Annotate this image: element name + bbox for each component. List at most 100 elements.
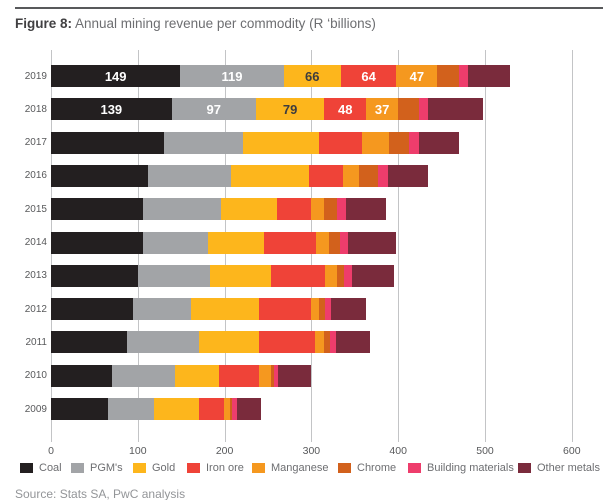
bar-segment-2014-pgm-s — [143, 231, 209, 254]
bar-segment-2010-gold — [175, 364, 220, 387]
x-tick-label: 500 — [476, 445, 494, 457]
legend-swatch-icon — [20, 463, 33, 473]
bar-segment-2019-manganese: 47 — [396, 65, 438, 87]
bar-segment-2010-chrome — [270, 364, 275, 387]
bar-segment-2017-coal — [51, 131, 164, 154]
bar-segment-2009-building-materials — [231, 398, 237, 420]
bar-row-2015 — [51, 198, 386, 221]
y-axis-label-2010: 2010 — [24, 370, 47, 382]
bar-segment-2017-building-materials — [409, 131, 419, 154]
bar-segment-2011-manganese — [314, 331, 325, 354]
bar-segment-2009-iron-ore — [198, 398, 224, 420]
bar-segment-2010-pgm-s — [111, 364, 176, 387]
bar-segment-2009-manganese — [223, 398, 230, 420]
source-note: Source: Stats SA, PwC analysis — [15, 487, 186, 500]
bar-segment-2019-coal: 149 — [51, 65, 181, 87]
bar-segment-2012-pgm-s — [133, 298, 191, 321]
legend-label: Coal — [39, 462, 62, 474]
bar-segment-2016-pgm-s — [148, 164, 231, 187]
y-axis-label-2017: 2017 — [24, 137, 47, 149]
bar-segment-2016-iron-ore — [308, 164, 344, 187]
bar-segment-2010-iron-ore — [219, 364, 260, 387]
bar-segment-2017-manganese — [361, 131, 389, 154]
bar-segment-2015-iron-ore — [276, 198, 312, 221]
bar-segment-2017-iron-ore — [319, 131, 362, 154]
y-axis-label-2018: 2018 — [24, 103, 47, 115]
legend-label: Iron ore — [206, 462, 244, 474]
bar-segment-2019-chrome — [437, 65, 459, 87]
bar-segment-2014-chrome — [328, 231, 341, 254]
figure-number: Figure 8: — [15, 16, 73, 31]
bar-segment-2014-coal — [51, 231, 143, 254]
bar-segment-2018-chrome — [398, 98, 419, 121]
legend-swatch-icon — [338, 463, 351, 473]
bar-segment-2018-gold: 79 — [255, 98, 325, 121]
bar-segment-2012-chrome — [319, 298, 326, 321]
title-divider-rule — [15, 7, 603, 9]
bar-segment-2011-building-materials — [330, 331, 336, 354]
y-axis-label-2016: 2016 — [24, 170, 47, 182]
legend-label: PGM's — [90, 462, 123, 474]
bar-segment-2013-building-materials — [344, 264, 353, 287]
bar-segment-2010-other-metals — [278, 364, 312, 387]
bar-segment-2013-pgm-s — [137, 264, 210, 287]
bar-segment-2013-iron-ore — [271, 264, 326, 287]
bar-segment-2017-other-metals — [419, 131, 459, 154]
bar-segment-2019-pgm-s: 119 — [180, 65, 284, 87]
bar-row-2018: 139 97 79 48 37 — [51, 98, 484, 121]
bar-segment-2013-coal — [51, 264, 138, 287]
bar-segment-2009-other-metals — [236, 398, 262, 420]
bar-segment-2016-gold — [230, 164, 309, 187]
y-axis-label-2009: 2009 — [24, 403, 47, 415]
bar-segment-2012-building-materials — [325, 298, 332, 321]
bar-segment-2013-gold — [209, 264, 272, 287]
bar-segment-2009-coal — [51, 398, 109, 420]
legend-item-other-metals: Other metals — [518, 461, 600, 475]
bar-segment-2009-gold — [154, 398, 199, 420]
bar-segment-2018-pgm-s: 97 — [171, 98, 256, 121]
legend-swatch-icon — [187, 463, 200, 473]
legend-item-chrome: Chrome — [338, 461, 396, 475]
legend-swatch-icon — [408, 463, 421, 473]
gridline-x500 — [485, 50, 486, 442]
bar-segment-2016-manganese — [343, 164, 360, 187]
chart-legend: Coal PGM's Gold Iron ore Manganese Chrome Buil… — [0, 461, 603, 477]
bar-segment-2011-gold — [198, 331, 260, 354]
bar-row-2009 — [51, 398, 262, 420]
x-tick-label: 200 — [215, 445, 234, 457]
bar-segment-2009-chrome — [229, 398, 232, 420]
x-tick-label: 600 — [563, 445, 581, 457]
bar-segment-2017-pgm-s — [163, 131, 243, 154]
bar-segment-2015-manganese — [311, 198, 325, 221]
bar-segment-2016-coal — [51, 164, 149, 187]
bar-segment-2016-building-materials — [378, 164, 388, 187]
bar-segment-2011-iron-ore — [259, 331, 315, 354]
bar-segment-2016-chrome — [359, 164, 379, 187]
bar-segment-2012-coal — [51, 298, 134, 321]
bar-segment-2010-coal — [51, 364, 112, 387]
figure-title-text: Annual mining revenue per commodity (R ‘… — [72, 16, 376, 31]
bar-segment-2014-building-materials — [340, 231, 348, 254]
bar-segment-2013-manganese — [325, 264, 337, 287]
bar-segment-2015-coal — [51, 198, 143, 221]
bar-segment-2014-other-metals — [347, 231, 396, 254]
bar-segment-2012-gold — [190, 298, 260, 321]
bar-segment-2010-building-materials — [274, 364, 279, 387]
bar-row-2010 — [51, 364, 312, 387]
bar-segment-2014-manganese — [315, 231, 329, 254]
bar-segment-2016-other-metals — [387, 164, 428, 187]
legend-item-coal: Coal — [20, 461, 62, 475]
bar-segment-2012-manganese — [311, 298, 320, 321]
bar-segment-2019-iron-ore: 64 — [340, 65, 397, 87]
x-tick-label: 100 — [129, 445, 147, 457]
x-tick-label: 300 — [302, 445, 321, 457]
legend-item-building-materials: Building materials — [408, 461, 514, 475]
legend-label: Chrome — [357, 462, 397, 474]
bar-segment-2018-building-materials — [418, 98, 428, 121]
bar-segment-2019-building-materials — [458, 65, 468, 87]
legend-item-iron-ore: Iron ore — [187, 461, 244, 475]
bar-row-2017 — [51, 131, 459, 154]
legend-swatch-icon — [518, 463, 531, 473]
bar-segment-2014-iron-ore — [263, 231, 316, 254]
